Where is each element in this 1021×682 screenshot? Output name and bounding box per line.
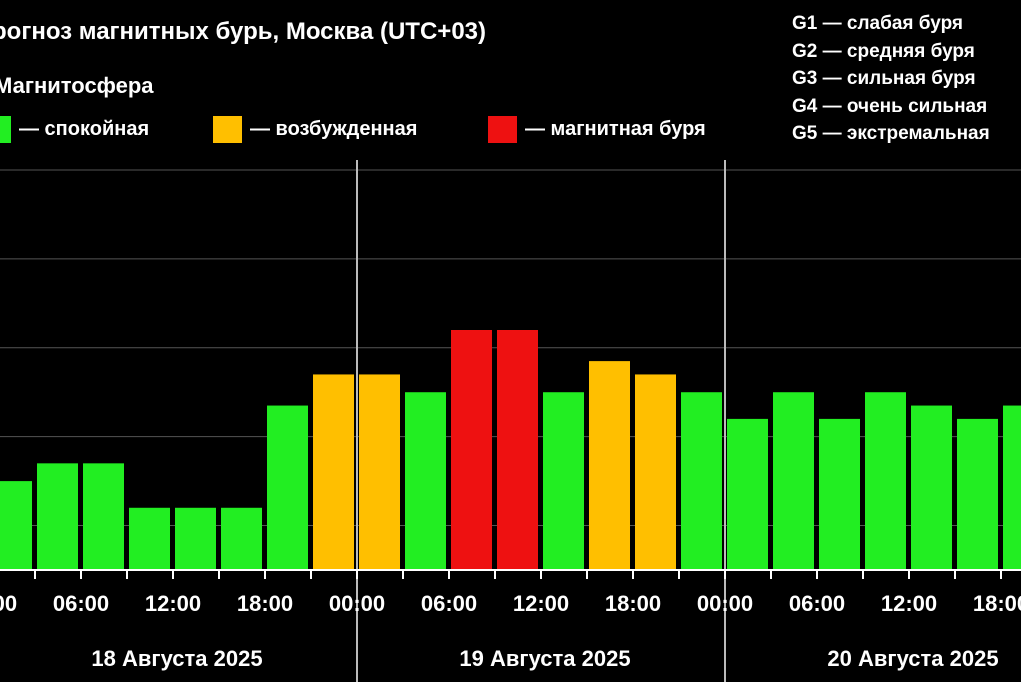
bar-0 bbox=[0, 481, 32, 570]
bar-2 bbox=[83, 463, 124, 570]
x-tick-label: 18:00 bbox=[973, 591, 1021, 616]
day-label: 20 Августа 2025 bbox=[827, 646, 998, 671]
day-label: 19 Августа 2025 bbox=[459, 646, 630, 671]
x-tick-label: 00:00 bbox=[697, 591, 753, 616]
bar-21 bbox=[957, 418, 998, 570]
storm-level-g1: G1 — слабая буря bbox=[792, 13, 964, 34]
storm-level-list: G1 — слабая буря G2 — средняя буря G3 — … bbox=[792, 10, 990, 148]
bar-7 bbox=[313, 374, 354, 570]
chart-subtitle: Магнитосфера bbox=[0, 73, 154, 98]
bar-4 bbox=[175, 507, 216, 570]
x-tick-label: 06:00 bbox=[789, 591, 845, 616]
x-tick-label: 12:00 bbox=[145, 591, 201, 616]
x-tick-label: 18:00 bbox=[605, 591, 661, 616]
x-tick-label: 00:00 bbox=[0, 591, 17, 616]
bar-8 bbox=[359, 374, 400, 570]
bar-11 bbox=[497, 330, 538, 570]
bar-22 bbox=[1003, 405, 1021, 570]
legend-swatch-calm bbox=[0, 116, 11, 143]
bar-13 bbox=[589, 361, 630, 570]
legend-label-calm: — спокойная bbox=[19, 118, 150, 140]
storm-level-g3: G3 — сильная буря bbox=[792, 68, 976, 89]
bar-17 bbox=[773, 392, 814, 570]
x-tick-label: 06:00 bbox=[421, 591, 477, 616]
page-title: рогноз магнитных бурь, Москва (UTC+03) bbox=[0, 18, 487, 45]
storm-level-g2: G2 — средняя буря bbox=[792, 40, 975, 62]
bar-15 bbox=[681, 392, 722, 570]
bar-9 bbox=[405, 392, 446, 570]
storm-level-g4: G4 — очень сильная bbox=[792, 95, 988, 117]
legend-swatch-excited bbox=[213, 116, 242, 143]
bar-6 bbox=[267, 405, 308, 570]
bar-16 bbox=[727, 418, 768, 570]
bar-3 bbox=[129, 507, 170, 570]
legend-swatch-storm bbox=[488, 116, 517, 143]
bar-12 bbox=[543, 392, 584, 570]
legend-item-excited: — возбужденная bbox=[213, 116, 417, 143]
legend-item-calm: — спокойная bbox=[0, 116, 149, 143]
bar-1 bbox=[37, 463, 78, 570]
storm-level-g5: G5 — экстремальная bbox=[792, 123, 990, 144]
bar-19 bbox=[865, 392, 906, 570]
x-tick-label: 12:00 bbox=[881, 591, 937, 616]
bar-18 bbox=[819, 418, 860, 570]
day-label: 18 Августа 2025 bbox=[91, 646, 262, 671]
x-tick-label: 18:00 bbox=[237, 591, 293, 616]
x-tick-label: 12:00 bbox=[513, 591, 569, 616]
bar-20 bbox=[911, 405, 952, 570]
legend-label-excited: — возбужденная bbox=[250, 118, 418, 140]
legend-item-storm: — магнитная буря bbox=[488, 116, 706, 143]
bar-14 bbox=[635, 374, 676, 570]
bar-10 bbox=[451, 330, 492, 570]
x-tick-label: 06:00 bbox=[53, 591, 109, 616]
x-tick-label: 00:00 bbox=[329, 591, 385, 616]
bar-5 bbox=[221, 507, 262, 570]
legend-label-storm: — магнитная буря bbox=[525, 118, 706, 140]
